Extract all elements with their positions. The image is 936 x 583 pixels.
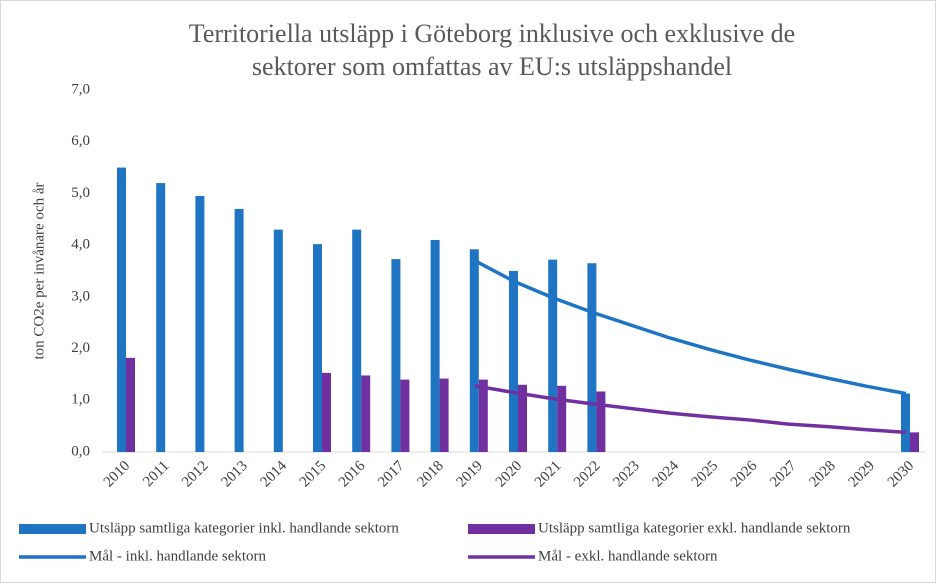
y-tick-label: 3,0 (71, 288, 90, 304)
bar (910, 432, 919, 452)
legend-label: Mål - exkl. handlande sektorn (538, 548, 718, 564)
bar (391, 259, 401, 452)
bar (557, 385, 567, 452)
bar (352, 229, 362, 452)
chart-title: sektorer som omfattas av EU:s utsläppsha… (252, 52, 732, 81)
bar (439, 378, 449, 452)
bar (117, 167, 126, 453)
y-tick-label: 0,0 (71, 443, 90, 459)
bar (313, 244, 322, 452)
legend-label: Utsläpp samtliga kategorier exkl. handla… (538, 520, 851, 536)
y-tick-label: 7,0 (71, 81, 90, 97)
bar (587, 263, 597, 452)
bar (400, 379, 410, 452)
bar (273, 229, 283, 452)
bar (518, 384, 527, 452)
bar (430, 239, 440, 452)
line (473, 259, 907, 396)
line (474, 384, 907, 435)
legend-label: Utsläpp samtliga kategorier inkl. handla… (89, 520, 399, 536)
y-axis-label: ton CO2e per invånare och år (31, 182, 47, 359)
bar (322, 372, 331, 452)
bar (596, 391, 606, 452)
y-tick-label: 6,0 (71, 133, 90, 149)
y-tick-label: 2,0 (71, 340, 90, 356)
bar (234, 208, 244, 452)
y-tick-label: 4,0 (71, 237, 90, 253)
bar (901, 393, 910, 452)
legend-label: Mål - inkl. handlande sektorn (89, 548, 267, 564)
chart-title: Territoriella utsläpp i Göteborg inklusi… (189, 19, 795, 48)
bar (156, 183, 166, 453)
bar (548, 259, 558, 452)
y-tick-label: 5,0 (71, 185, 90, 201)
legend-swatch (19, 524, 86, 534)
bar (126, 357, 135, 452)
bar (509, 271, 518, 452)
bar (478, 379, 488, 452)
y-tick-label: 1,0 (71, 392, 90, 408)
bar (195, 196, 205, 452)
bar (469, 249, 479, 452)
bar (361, 375, 371, 452)
legend-swatch (468, 524, 535, 534)
